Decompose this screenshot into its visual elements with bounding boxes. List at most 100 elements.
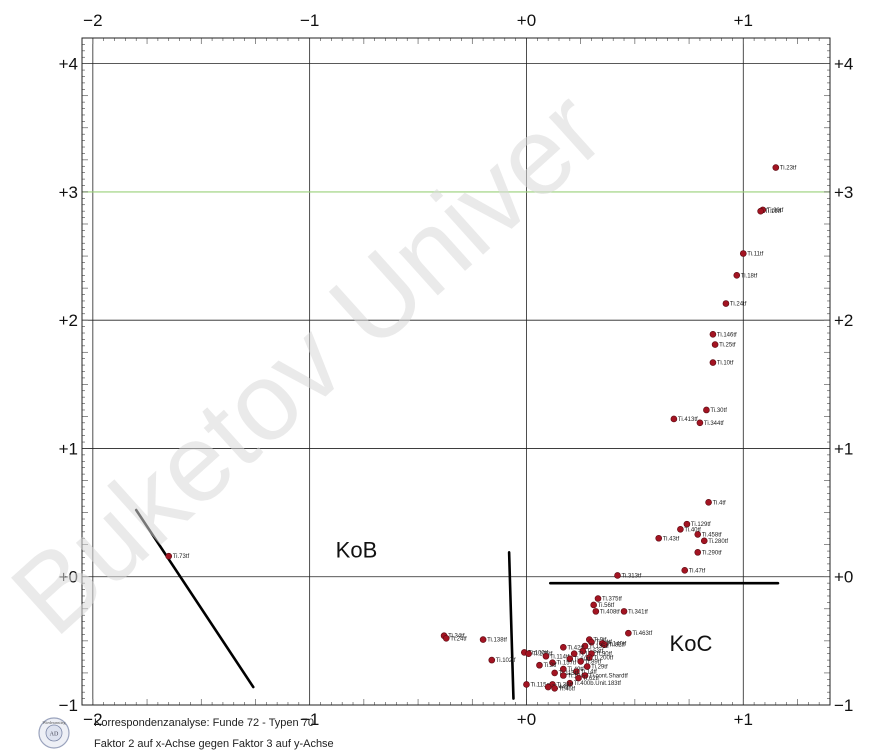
tick-labels: −2 −2 −1 −1 +0 +0 +1 +1 +4 +4 +3 +3 +2 +2 +1 +1 +0 +0 −1 −1 [59,11,854,729]
data-point [739,250,747,257]
data-point-label: Ti.280tf [708,539,728,545]
y-tick-label-left: +1 [59,439,78,458]
data-point-label: Ti.62tf [582,676,599,682]
plot-border [81,37,831,706]
data-point-label: Ti.40tf [684,527,701,533]
data-point-label: Ti.47tf [689,568,706,574]
data-point-label: Ti.17tf [578,652,595,658]
data-point [536,661,543,669]
data-point-label: Ti.29tf [591,665,608,671]
data-point [551,669,558,677]
y-tick-label-right: +4 [834,55,853,74]
data-points: Ti.23tfTi.90tfTi.19tfTi.11tfTi.18tfTi.24… [165,164,797,692]
data-point [709,359,717,366]
data-point-label: Ti.463tf [632,631,652,637]
x-tick-label-bottom: +0 [517,710,536,729]
data-point-label: Ti.115tf [559,671,579,677]
data-point [573,668,580,675]
data-point-label: Ti.129tf [691,522,711,528]
region-label: KoC [670,631,713,656]
data-point-label: Ti.458tf [702,532,722,538]
data-point [655,534,663,542]
data-point [694,531,702,538]
data-point-label: Ti.138tf [487,638,507,644]
data-point-label: Ti.400b.Unit.183tf [574,681,621,687]
data-point [670,415,678,423]
data-point [683,520,691,528]
data-point-label: Ti.73tf [173,554,190,560]
data-point [700,537,708,545]
data-point [165,552,173,560]
data-point [601,641,608,649]
data-point [581,672,589,679]
data-point-label: Ti.9tf [593,638,606,644]
data-point-label: Ti.4tf [713,500,726,506]
data-point-label: Ti.341tf [628,609,648,615]
data-point-label: Ti.2tf [543,663,556,669]
data-point [757,207,764,215]
data-point [566,655,574,663]
data-point-label: Ti.25tf [719,343,736,349]
data-point [479,636,487,643]
data-point-label: Ti.146tf [717,332,737,338]
data-point-label: Ti.11tf [747,251,763,257]
data-point [625,629,632,637]
separator-line [134,508,255,689]
data-point [577,658,584,665]
data-point-label: Ti.89tf [585,659,602,665]
data-point [620,608,628,615]
data-point-label: Ti.408tf [600,609,620,615]
y-tick-label-right: −1 [834,696,853,715]
data-point [542,652,550,660]
data-point [579,647,587,655]
data-point [711,341,719,348]
data-point-label: Ti.140tf [606,641,626,647]
data-point [525,650,532,657]
region-label: KoB [336,537,378,562]
data-point-label: Ti.10tf [717,361,734,367]
data-point [560,665,567,673]
data-point-label: Ti.24tf [730,302,747,308]
data-point-label: Ti.44tf [552,685,569,691]
data-point-label: Ti.90tf [767,208,784,214]
data-point-label: Ti.115altf [530,682,554,688]
data-point-label: Ti.313tf [622,573,642,579]
data-point-label: Ti.36tf [556,682,573,688]
data-point-label: Ti.24tf [450,636,467,642]
data-point-label: Ti.344tf [704,421,724,427]
data-point [733,271,741,279]
x-tick-label-bottom: +1 [734,710,753,729]
x-tick-label-top: −2 [83,11,102,30]
data-point-label: Ti.23tf [780,166,797,172]
data-point-label: Ti.105tf [533,652,553,658]
data-point [570,650,578,657]
data-point-label: Ti.14tf [580,670,597,676]
data-point-label: Ti.30tf [710,408,727,414]
y-tick-label-left: +3 [59,183,78,202]
data-point [551,685,558,692]
data-point [588,638,595,646]
x-tick-label-top: −1 [300,11,319,30]
data-point-label: Ti.413tf [678,417,698,423]
data-point [614,572,621,579]
data-point [722,300,730,307]
data-point-label: Ti.200tf [593,656,613,662]
data-point [677,525,684,533]
x-tick-label-bottom: −1 [300,710,319,729]
region-annotations: KoB KoC [336,537,713,656]
footer-line-1: Korrespondenzanalyse: Funde 72 - Typen 7… [94,717,314,729]
data-point [681,567,689,574]
data-point [703,406,710,414]
data-point-label: Ti.102tf [496,658,516,664]
data-point [549,659,556,666]
y-tick-label-right: +2 [834,311,853,330]
data-point [590,601,597,609]
data-point [488,656,496,664]
data-point-label: Ti.135tf [589,644,609,650]
x-tick-label-bottom: −2 [83,710,102,729]
data-point [586,654,593,661]
data-point-label: Ti.375tf [602,597,622,603]
footer-line-2: Faktor 2 auf x-Achse gegen Faktor 3 auf … [94,738,334,750]
data-point [523,681,530,688]
